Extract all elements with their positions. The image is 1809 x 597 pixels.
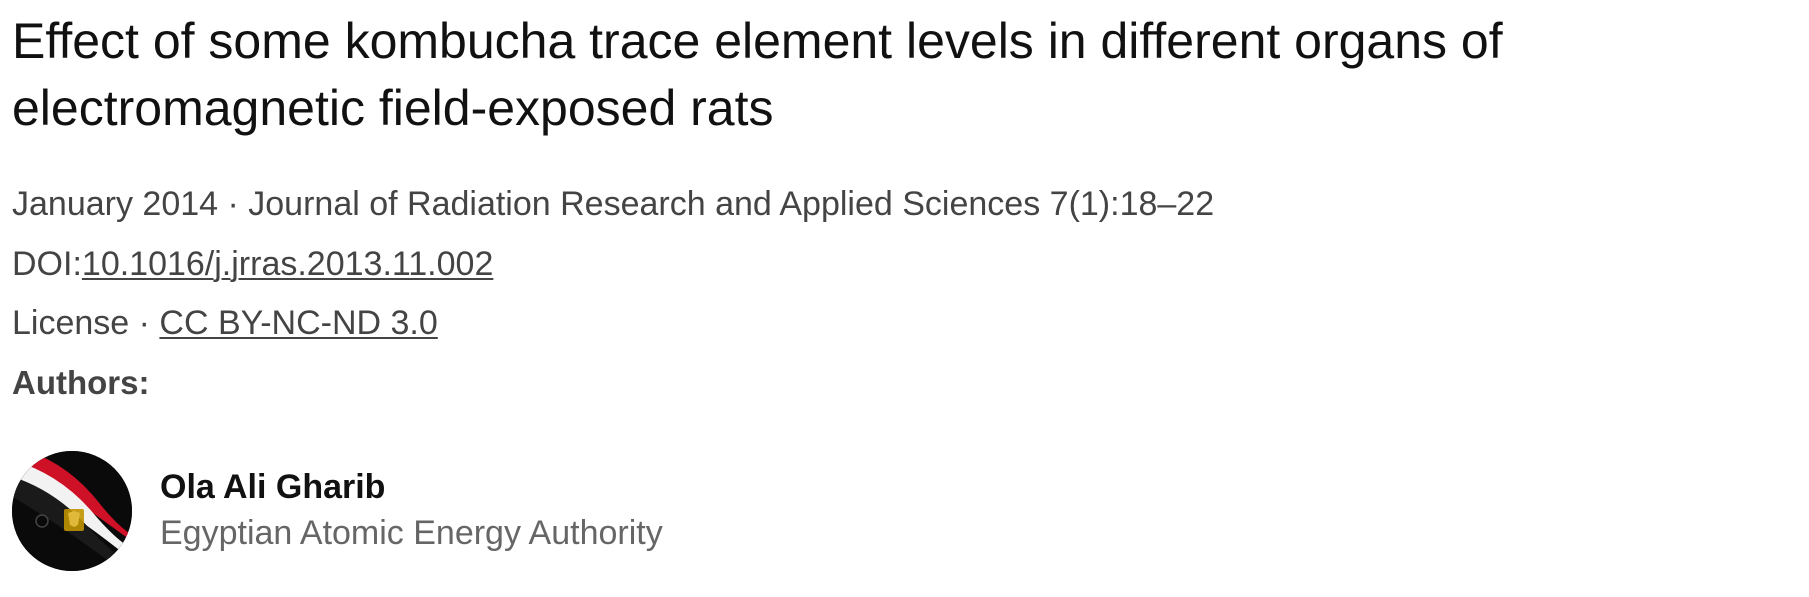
publication-date: January 2014 — [12, 185, 219, 223]
author-avatar[interactable] — [12, 451, 132, 571]
author-affiliation: Egyptian Atomic Energy Authority — [160, 514, 663, 552]
meta-separator: · — [129, 304, 160, 342]
author-card: Ola Ali Gharib Egyptian Atomic Energy Au… — [12, 451, 1792, 571]
egypt-flag-avatar-icon — [12, 451, 132, 571]
publication-meta: January 2014 · Journal of Radiation Rese… — [12, 184, 1792, 343]
publication-journal: Journal of Radiation Research and Applie… — [248, 185, 1215, 223]
publication-title: Effect of some kombucha trace element le… — [12, 13, 1503, 136]
publication-date-journal: January 2014 · Journal of Radiation Rese… — [12, 184, 1792, 224]
license-label: License — [12, 304, 130, 342]
license-link[interactable]: CC BY-NC-ND 3.0 — [159, 304, 438, 342]
authors-heading: Authors: — [12, 364, 150, 401]
publication-doi-row: DOI:10.1016/j.jrras.2013.11.002 — [12, 244, 1792, 284]
author-info: Ola Ali Gharib Egyptian Atomic Energy Au… — [160, 467, 663, 553]
doi-link[interactable]: 10.1016/j.jrras.2013.11.002 — [81, 245, 494, 283]
doi-label: DOI: — [12, 245, 82, 283]
publication-license-row: License · CC BY-NC-ND 3.0 — [12, 303, 1792, 343]
author-name[interactable]: Ola Ali Gharib — [160, 468, 386, 506]
publication-page: Effect of some kombucha trace element le… — [12, 0, 1792, 571]
meta-separator: · — [218, 185, 249, 223]
